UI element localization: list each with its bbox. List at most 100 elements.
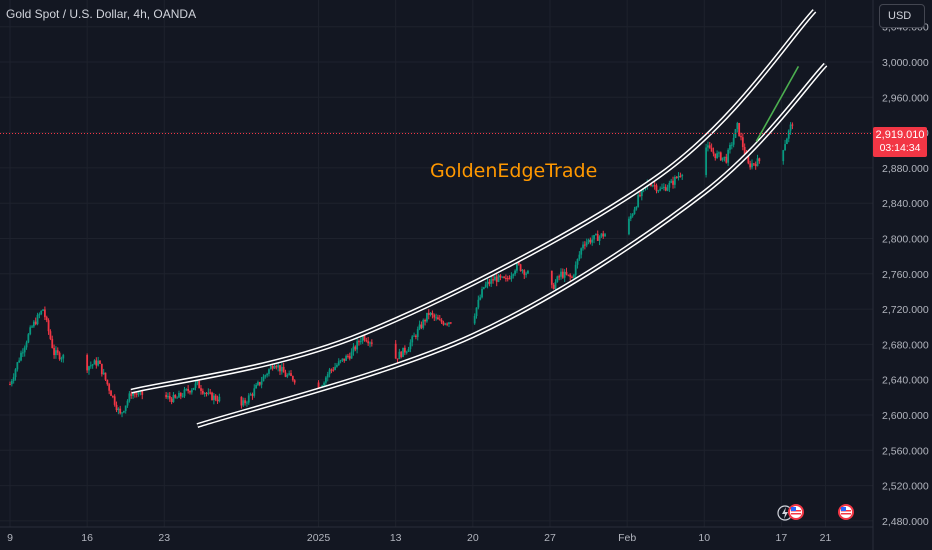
candle-body	[440, 320, 443, 323]
candle-body	[490, 279, 493, 284]
candle-body	[578, 254, 581, 260]
candle-body	[332, 369, 335, 371]
candle-body	[482, 287, 485, 289]
candle-body	[117, 408, 120, 411]
ascending-channel[interactable]	[130, 9, 828, 428]
candle-body	[499, 275, 502, 278]
candle-body	[572, 275, 575, 278]
candle-body	[594, 233, 597, 236]
candle-body	[137, 391, 140, 395]
candle-body	[249, 394, 252, 396]
candle-body	[34, 321, 37, 325]
candle-body	[348, 356, 351, 359]
candle-body	[510, 275, 513, 279]
candle-body	[429, 312, 432, 315]
candle-body	[718, 152, 720, 154]
x-tick-label: 2025	[307, 532, 331, 544]
candle-body	[29, 327, 32, 335]
candle-body	[108, 384, 111, 391]
candle-body	[655, 185, 658, 191]
lower-channel-line[interactable]	[196, 62, 828, 428]
candle-body	[264, 375, 267, 377]
candle-body	[657, 190, 660, 192]
candle-body	[719, 152, 722, 161]
candle-body	[653, 185, 656, 187]
candle-body	[369, 342, 371, 344]
candle-body	[560, 271, 562, 277]
candle-body	[55, 350, 57, 356]
candle-body	[517, 261, 520, 265]
candle-body	[135, 393, 138, 395]
symbol-title[interactable]: Gold Spot / U.S. Dollar, 4h, OANDA	[6, 7, 197, 21]
candle-body	[102, 372, 105, 375]
candle-body	[587, 239, 590, 243]
candle-body	[25, 342, 28, 348]
candle-body	[43, 309, 46, 318]
candle-body	[10, 380, 13, 385]
candle-body	[240, 396, 243, 406]
candle-body	[201, 390, 204, 394]
candle-body	[51, 338, 54, 348]
candle-body	[38, 314, 41, 316]
candle-body	[359, 341, 362, 343]
price-axis[interactable]: 3,040.0003,000.0002,960.0002,920.0002,88…	[872, 0, 929, 550]
candle-body	[752, 163, 755, 165]
candle-body	[407, 349, 410, 352]
candle-body	[563, 271, 566, 278]
candle-body	[323, 382, 325, 386]
candle-body	[27, 334, 30, 343]
candle-body	[427, 312, 430, 315]
candle-body	[666, 187, 669, 191]
candle-body	[492, 279, 494, 281]
candle-body	[787, 130, 790, 139]
currency-button[interactable]: USD	[879, 4, 925, 28]
candle-body	[602, 233, 605, 237]
candle-body	[416, 329, 419, 338]
candle-body	[89, 365, 92, 367]
candle-body	[97, 360, 100, 366]
candle-body	[14, 369, 17, 378]
us-flag-icon[interactable]	[838, 504, 854, 520]
candle-body	[409, 342, 412, 350]
x-tick-label: 20	[467, 532, 479, 544]
candle-body	[99, 360, 101, 364]
candle-body	[710, 147, 713, 152]
candle-body	[370, 342, 373, 344]
candle-body	[519, 264, 522, 271]
candle-body	[730, 144, 733, 146]
candle-body	[631, 214, 634, 217]
candle-body	[629, 216, 632, 219]
candle-body	[670, 180, 673, 183]
candle-body	[725, 156, 728, 163]
candle-body	[438, 319, 441, 321]
candle-body	[567, 274, 570, 276]
time-axis[interactable]: 9 16 23 2025 13 20 27 Feb 10 17 21	[0, 526, 873, 544]
candle-body	[280, 366, 283, 372]
x-tick-label: 17	[776, 532, 788, 544]
candle-body	[591, 239, 594, 243]
candle-body	[523, 270, 526, 275]
candle-body	[282, 366, 285, 373]
event-icons[interactable]	[777, 504, 854, 521]
candle-body	[167, 395, 169, 398]
candle-body	[266, 373, 269, 376]
candle-body	[405, 351, 408, 353]
grid	[0, 0, 873, 527]
candle-body	[212, 395, 215, 401]
candle-body	[662, 186, 665, 188]
candle-body	[56, 350, 59, 353]
candle-body	[279, 365, 281, 372]
candle-body	[556, 276, 559, 282]
y-tick-label: 2,960.000	[882, 92, 929, 104]
candle-body	[268, 369, 270, 374]
projection-line[interactable]	[755, 66, 800, 142]
watermark-text: GoldenEdgeTrade	[430, 160, 598, 182]
candle-body	[446, 323, 449, 325]
us-flag-icon[interactable]	[788, 504, 804, 520]
candle-body	[651, 185, 654, 187]
candle-body	[352, 346, 355, 352]
candle-body	[32, 321, 35, 327]
y-tick-label: 2,600.000	[882, 410, 929, 422]
